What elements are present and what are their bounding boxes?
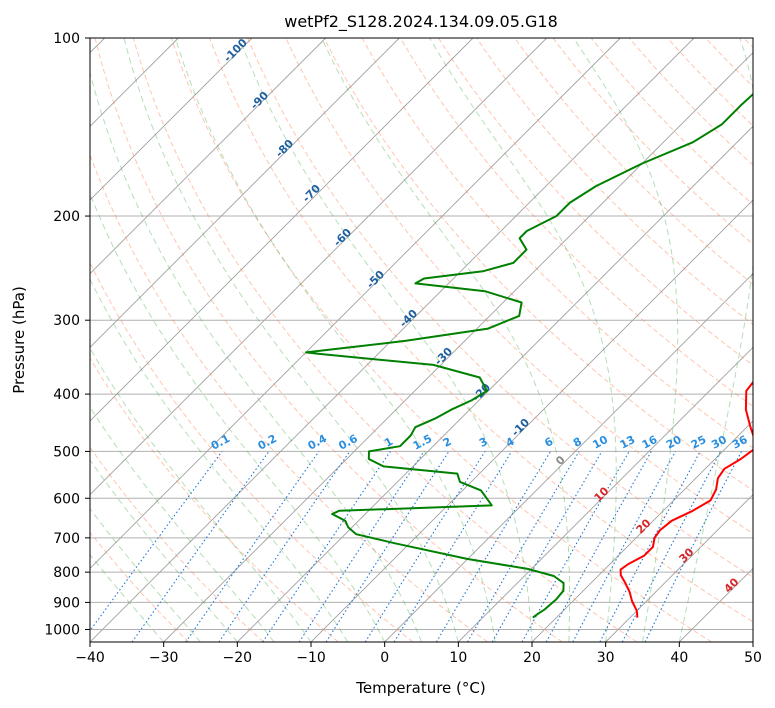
plot-frame xyxy=(89,37,754,643)
moist-adiabat-line xyxy=(573,38,679,642)
mixing-ratio-label: 16 xyxy=(640,433,660,452)
mixing-ratio-label: 25 xyxy=(689,433,709,452)
mixing-ratio-line xyxy=(545,451,652,642)
isotherm-line xyxy=(90,38,400,348)
dewpoint-line xyxy=(305,92,753,619)
dry-adiabat-line xyxy=(90,261,414,642)
isotherm-line xyxy=(384,273,753,642)
chart-title: wetPf2_S128.2024.134.09.05.G18 xyxy=(284,12,558,32)
moist-adiabat-line xyxy=(174,38,496,642)
isotherm-line xyxy=(458,346,753,642)
mixing-ratio-label: 30 xyxy=(709,433,729,452)
isotherm-line xyxy=(310,199,753,642)
mixing-ratio-line xyxy=(218,451,351,642)
moist-adiabat-line xyxy=(678,38,753,642)
mixing-ratio-label: 36 xyxy=(730,433,750,452)
moist-adiabat-line xyxy=(238,38,533,642)
y-tick-label: 300 xyxy=(53,313,80,329)
y-tick-label: 800 xyxy=(53,565,80,581)
mixing-ratio-line xyxy=(621,451,722,642)
mixing-ratio-line xyxy=(131,451,270,642)
isotherm-line xyxy=(90,38,474,422)
y-tick-label: 400 xyxy=(53,387,80,403)
mixing-ratio-label: 13 xyxy=(618,433,638,452)
dry-adiabat-line xyxy=(323,38,753,492)
x-tick-label: 20 xyxy=(523,650,541,666)
x-axis-label: Temperature (°C) xyxy=(355,679,485,697)
mixing-ratio-line xyxy=(521,451,630,642)
moist-adiabat-line xyxy=(321,38,571,642)
dry-adiabat-line xyxy=(514,38,753,285)
dry-adiabat-line xyxy=(437,38,753,366)
y-tick-label: 700 xyxy=(53,531,80,547)
moist-adiabat-line xyxy=(90,347,312,642)
moist-adiabat-line xyxy=(90,553,165,642)
isotherm-line xyxy=(90,38,547,496)
isotherm-line xyxy=(90,38,695,642)
dry-adiabat-line xyxy=(399,38,753,408)
x-tick-label: 0 xyxy=(380,650,389,666)
mixing-ratio-line xyxy=(262,451,391,642)
axes: −40 −30 −20 −10 0 10 20 30 40 50 1000 900 800 700 600 5… xyxy=(44,31,762,666)
dry-adiabat-line xyxy=(94,38,563,642)
mixing-ratio-line xyxy=(298,451,425,642)
isotherm-line xyxy=(90,38,253,201)
y-tick-label: 1000 xyxy=(44,622,80,638)
isotherm-line xyxy=(531,420,753,642)
isotherm-line xyxy=(605,494,753,642)
dry-adiabat-line xyxy=(247,38,753,578)
dry-adiabat-line xyxy=(90,531,190,642)
x-tick-label: −10 xyxy=(296,650,326,666)
y-tick-label: 100 xyxy=(53,31,80,47)
dry-adiabat-line xyxy=(90,153,488,642)
y-tick-label: 500 xyxy=(53,444,80,460)
moist-adiabat-line xyxy=(429,38,617,642)
mixing-ratio-label: 10 xyxy=(590,433,610,452)
x-tick-label: 30 xyxy=(597,650,615,666)
dry-adiabat-line xyxy=(132,38,638,642)
isotherm-line xyxy=(237,125,753,642)
moist-adiabat-line xyxy=(90,278,349,642)
x-tick-label: 50 xyxy=(744,650,762,666)
dry-adiabat-line xyxy=(90,446,264,642)
x-tick-label: −40 xyxy=(75,650,105,666)
background-lines xyxy=(90,38,753,642)
x-tick-label: −30 xyxy=(149,650,179,666)
isotherm-line xyxy=(90,38,326,275)
dry-adiabat-line xyxy=(170,38,712,642)
moist-adiabat-line xyxy=(123,38,459,642)
temperature-line xyxy=(619,380,753,618)
profile-series xyxy=(305,92,753,619)
moist-adiabat-line xyxy=(90,192,386,642)
mixing-ratio-label: 20 xyxy=(664,433,684,452)
mixing-ratio-line xyxy=(185,451,320,642)
mixing-ratio-line xyxy=(572,451,676,642)
moist-adiabat-line xyxy=(90,459,238,642)
mixing-ratio-line xyxy=(90,451,223,632)
y-tick-label: 200 xyxy=(53,209,80,225)
isotherm-line xyxy=(90,38,621,569)
y-axis-label: Pressure (hPa) xyxy=(10,286,28,394)
x-tick-label: 10 xyxy=(449,650,467,666)
moist-adiabat-line xyxy=(90,70,422,642)
mixing-ratio-line xyxy=(325,451,450,642)
moist-adiabat-line xyxy=(90,507,201,642)
dry-adiabat-line xyxy=(209,38,753,623)
y-tick-label: 600 xyxy=(53,491,80,507)
x-tick-label: −20 xyxy=(223,650,253,666)
moist-adiabat-line xyxy=(90,406,275,642)
dry-adiabat-line xyxy=(90,357,339,642)
x-tick-label: 40 xyxy=(670,650,688,666)
isotherm-line xyxy=(163,52,753,642)
mixing-ratio-line xyxy=(644,451,742,642)
y-tick-label: 900 xyxy=(53,595,80,611)
